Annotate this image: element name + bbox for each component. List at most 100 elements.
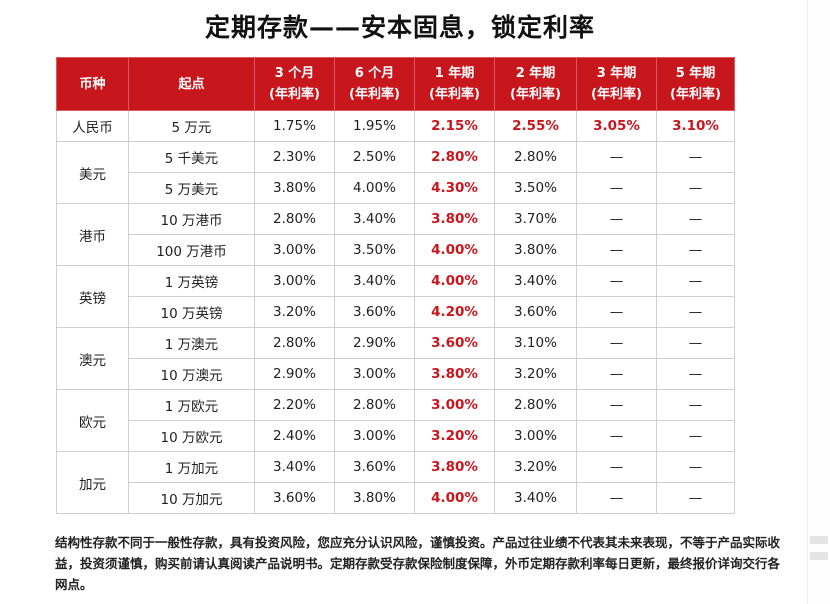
rate-cell: 3.40% (334, 265, 415, 297)
rate-cell: 3.00% (334, 358, 415, 390)
min-amount-cell: 10 万澳元 (128, 358, 255, 390)
table-header-row: 币种 起点 3 个月 (年利率) 6 个月 (年利率) 1 年期 (年利率) 2 年期 (年利率)… (56, 57, 735, 111)
currency-cell: 欧元 (56, 389, 129, 452)
rate-cell: 3.20% (494, 358, 577, 390)
rate-cell: — (576, 389, 657, 421)
column-header: 3 年期 (年利率) (576, 57, 657, 111)
column-header: 2 年期 (年利率) (494, 57, 577, 111)
rate-cell: — (656, 420, 735, 452)
rate-cell: 3.80% (334, 482, 415, 514)
rate-cell: 3.00% (494, 420, 577, 452)
rate-cell: — (576, 234, 657, 266)
rate-cell: — (656, 327, 735, 359)
column-header-label: 起点 (178, 76, 205, 92)
column-header-sublabel: (年利率) (349, 87, 400, 102)
rate-cell: 2.80% (494, 141, 577, 173)
min-amount-cell: 1 万欧元 (128, 389, 255, 421)
rate-cell: 3.20% (414, 420, 495, 452)
rate-cell: — (656, 358, 735, 390)
rate-cell: 2.30% (254, 141, 335, 173)
rate-cell: 2.15% (414, 110, 495, 142)
rate-cell: 3.20% (254, 296, 335, 328)
min-amount-cell: 10 万英镑 (128, 296, 255, 328)
column-header: 币种 (56, 57, 129, 111)
column-header-label: 1 年期 (434, 66, 475, 81)
min-amount-cell: 1 万加元 (128, 451, 255, 483)
rate-cell: — (656, 482, 735, 514)
column-header-label: 5 年期 (675, 66, 716, 81)
rate-cell: 2.80% (494, 389, 577, 421)
rate-cell: 3.60% (334, 296, 415, 328)
rate-cell: — (656, 141, 735, 173)
currency-cell: 澳元 (56, 327, 129, 390)
currency-cell: 英镑 (56, 265, 129, 328)
rate-cell: — (576, 265, 657, 297)
table-row: 10 万加元 3.60% 3.80% 4.00% 3.40% — — (57, 482, 735, 514)
rate-cell: 4.00% (414, 482, 495, 514)
currency-cell: 美元 (56, 141, 129, 204)
rate-cell: 3.40% (494, 265, 577, 297)
rate-cell: 3.00% (254, 234, 335, 266)
rate-cell: 3.40% (254, 451, 335, 483)
min-amount-cell: 5 万元 (128, 110, 255, 142)
table-row: 澳元 1 万澳元 2.80% 2.90% 3.60% 3.10% — — (56, 327, 735, 390)
table-row: 加元 1 万加元 3.40% 3.60% 3.80% 3.20% — — (56, 451, 735, 514)
rate-cell: — (656, 265, 735, 297)
rate-cell: 1.75% (254, 110, 335, 142)
currency-cell: 加元 (56, 451, 129, 514)
column-header-sublabel: (年利率) (269, 87, 320, 102)
rate-cell: 4.30% (414, 172, 495, 204)
rate-cell: — (656, 234, 735, 266)
rate-cell: 3.70% (494, 203, 577, 235)
rate-cell: 3.80% (414, 203, 495, 235)
column-header: 5 年期 (年利率) (656, 57, 735, 111)
rate-cell: 2.80% (414, 141, 495, 173)
rate-cell: — (656, 451, 735, 483)
rate-cell: — (576, 358, 657, 390)
min-amount-cell: 5 千美元 (128, 141, 255, 173)
currency-cell: 港币 (56, 203, 129, 266)
table-row: 10 万欧元 2.40% 3.00% 3.20% 3.00% — — (57, 420, 735, 452)
currency-cell: 人民币 (56, 110, 129, 142)
min-amount-cell: 10 万港币 (128, 203, 255, 235)
edge-mark (810, 536, 828, 544)
rate-cell: 3.40% (494, 482, 577, 514)
rate-cell: — (576, 141, 657, 173)
table-body: 人民币 5 万元 1.75% 1.95% 2.15% 2.55% 3.05% 3.10% 美元 5… (56, 110, 735, 514)
rate-cell: 1.95% (334, 110, 415, 142)
rate-cell: 2.80% (254, 327, 335, 359)
rate-cell: 2.20% (254, 389, 335, 421)
page-title: 定期存款——安本固息，锁定利率 (204, 13, 595, 42)
rate-cell: — (576, 296, 657, 328)
table-row: 10 万英镑 3.20% 3.60% 4.20% 3.60% — — (57, 296, 735, 328)
column-header-label: 3 年期 (596, 66, 637, 81)
page-edge (807, 0, 830, 604)
rate-cell: 3.10% (656, 110, 735, 142)
column-header-sublabel: (年利率) (429, 87, 480, 102)
column-header-label: 3 个月 (274, 66, 315, 81)
rate-cell: 3.00% (254, 265, 335, 297)
disclaimer-text: 结构性存款不同于一般性存款，具有投资风险，您应充分认识风险，谨慎投资。产品过往业… (55, 535, 781, 592)
rate-cell: — (576, 420, 657, 452)
rate-cell: 4.00% (414, 234, 495, 266)
table-row: 欧元 1 万欧元 2.20% 2.80% 3.00% 2.80% — — (56, 389, 735, 452)
rate-cell: 2.40% (254, 420, 335, 452)
rate-cell: 3.50% (494, 172, 577, 204)
rate-cell: 4.20% (414, 296, 495, 328)
table-row: 港币 10 万港币 2.80% 3.40% 3.80% 3.70% — — (56, 203, 735, 266)
rate-cell: 2.50% (334, 141, 415, 173)
rate-cell: 3.60% (254, 482, 335, 514)
rate-cell: 3.40% (334, 203, 415, 235)
table-row: 英镑 1 万英镑 3.00% 3.40% 4.00% 3.40% — — (56, 265, 735, 328)
table-row: 10 万澳元 2.90% 3.00% 3.80% 3.20% — — (57, 358, 735, 390)
table-row: 人民币 5 万元 1.75% 1.95% 2.15% 2.55% 3.05% 3.10% (56, 110, 735, 142)
column-header-label: 6 个月 (354, 66, 395, 81)
min-amount-cell: 1 万英镑 (128, 265, 255, 297)
min-amount-cell: 10 万加元 (128, 482, 255, 514)
rate-cell: 3.80% (414, 358, 495, 390)
rate-cell: 3.00% (414, 389, 495, 421)
column-header-sublabel: (年利率) (670, 87, 721, 102)
column-header: 6 个月 (年利率) (334, 57, 415, 111)
rate-cell: 3.05% (576, 110, 657, 142)
rate-cell: 3.60% (494, 296, 577, 328)
